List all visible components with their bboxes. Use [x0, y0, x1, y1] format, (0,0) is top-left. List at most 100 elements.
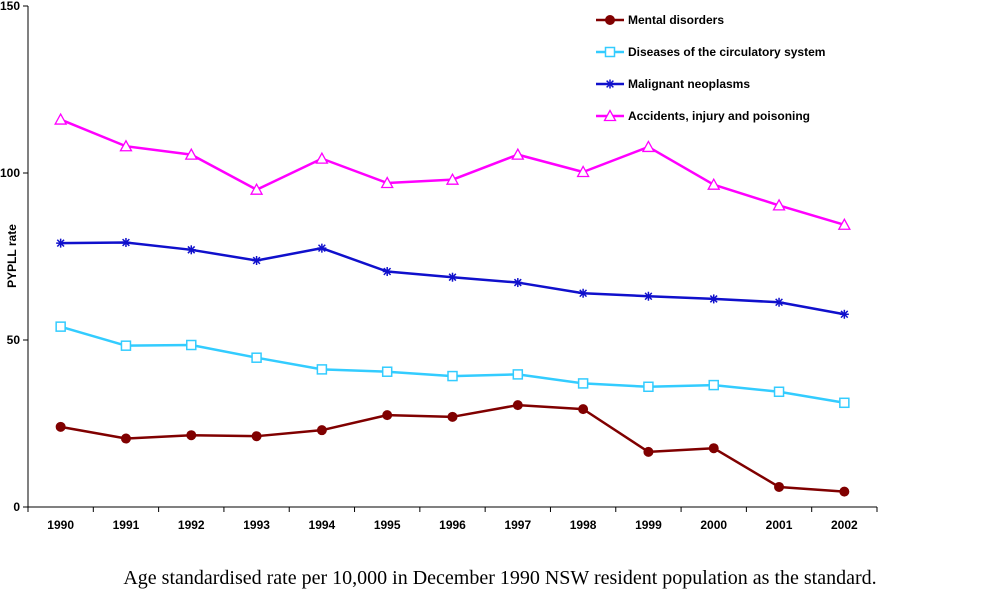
y-tick-label: 100	[0, 166, 20, 180]
data-point	[512, 369, 524, 380]
data-point	[839, 309, 849, 319]
data-point	[447, 370, 458, 382]
legend-label: Malignant neoplasms	[628, 77, 750, 91]
x-tick-label: 1992	[178, 518, 205, 532]
data-point	[603, 109, 617, 122]
data-point	[643, 291, 653, 301]
series-markers-group	[56, 237, 849, 319]
legend-label: Mental disorders	[628, 13, 724, 27]
data-point	[708, 379, 719, 391]
legend-item: Malignant neoplasms	[596, 77, 750, 91]
data-point	[317, 243, 327, 253]
data-point-stroke	[606, 80, 614, 88]
data-point-stroke	[252, 256, 261, 265]
y-tick-label: 50	[7, 333, 21, 347]
data-point	[512, 400, 523, 411]
data-point	[382, 410, 393, 421]
data-point	[578, 404, 589, 415]
data-point-stroke	[513, 278, 522, 287]
data-point	[251, 431, 262, 442]
data-point	[837, 217, 851, 230]
y-tick-label: 150	[0, 0, 20, 13]
x-tick-labels: 1990 1991 1992 1993 1994 1995 1996 1997 1998 1999…	[47, 518, 858, 532]
data-point	[641, 140, 656, 153]
data-point	[576, 165, 590, 178]
data-point	[709, 294, 719, 304]
data-point	[119, 139, 133, 152]
data-point	[55, 421, 66, 432]
series-markers	[54, 112, 851, 497]
data-point	[186, 430, 197, 441]
data-point-stroke	[383, 267, 392, 276]
data-point	[120, 433, 131, 444]
x-tick-label: 1991	[113, 518, 140, 532]
data-point	[121, 237, 131, 247]
x-tick-label: 1994	[309, 518, 336, 532]
data-point	[252, 256, 262, 266]
x-tick-label: 1997	[504, 518, 531, 532]
data-point	[774, 481, 785, 492]
y-axis-title: PYPLL rate	[5, 224, 19, 288]
data-point	[605, 79, 615, 89]
data-point	[839, 486, 850, 497]
data-point-stroke	[317, 244, 326, 253]
data-point	[445, 172, 460, 185]
series-markers-group	[55, 321, 850, 409]
data-point-stroke	[122, 238, 130, 247]
data-point	[773, 386, 785, 398]
x-tick-label: 2001	[766, 518, 793, 532]
data-point-stroke	[775, 298, 783, 307]
data-point	[381, 366, 393, 377]
data-point-stroke	[709, 295, 718, 303]
chart-caption: Age standardised rate per 10,000 in Dece…	[123, 567, 877, 589]
x-tick-label: 1998	[570, 518, 597, 532]
y-tick-label: 0	[13, 500, 20, 514]
x-tick-label: 2002	[831, 518, 858, 532]
y-tick-labels: 0 50 100 150	[0, 0, 20, 514]
x-tick-label: 1990	[47, 518, 74, 532]
data-point	[382, 267, 392, 277]
x-tick-label: 1996	[439, 518, 466, 532]
data-point	[448, 272, 457, 282]
data-point	[55, 321, 66, 332]
axes	[23, 5, 878, 512]
data-point-stroke	[644, 292, 653, 301]
data-point	[513, 278, 523, 288]
legend-item: Accidents, injury and poisoning	[596, 109, 810, 123]
data-point	[604, 46, 616, 58]
data-point	[643, 446, 654, 457]
data-point	[315, 151, 329, 164]
data-point	[120, 340, 132, 351]
data-point	[380, 176, 394, 189]
data-point	[186, 245, 196, 255]
data-point-stroke	[840, 310, 849, 319]
x-tick-label: 1993	[243, 518, 270, 532]
data-point	[186, 339, 197, 351]
legend: Mental disorders Diseases of the circulat…	[596, 13, 825, 123]
data-point	[249, 182, 264, 195]
data-point	[56, 238, 66, 248]
data-point	[447, 411, 458, 422]
x-tick-label: 2000	[700, 518, 727, 532]
data-point	[774, 297, 784, 307]
data-point	[839, 397, 850, 409]
data-point	[707, 177, 721, 190]
legend-label: Accidents, injury and poisoning	[628, 109, 810, 123]
data-point-stroke	[579, 289, 588, 298]
data-point-stroke	[187, 245, 196, 254]
series-markers-group	[55, 400, 850, 497]
x-tick-label: 1999	[635, 518, 662, 532]
legend-item: Mental disorders	[596, 13, 724, 27]
data-point-stroke	[56, 239, 65, 248]
data-point-stroke	[448, 273, 457, 282]
data-point	[643, 381, 654, 393]
x-tick-label: 1995	[374, 518, 401, 532]
data-point	[605, 15, 615, 25]
data-point	[251, 352, 262, 363]
data-point	[184, 147, 198, 160]
data-point	[578, 288, 588, 298]
data-point	[316, 425, 327, 436]
data-point	[577, 378, 589, 389]
series-line	[60, 325, 845, 405]
